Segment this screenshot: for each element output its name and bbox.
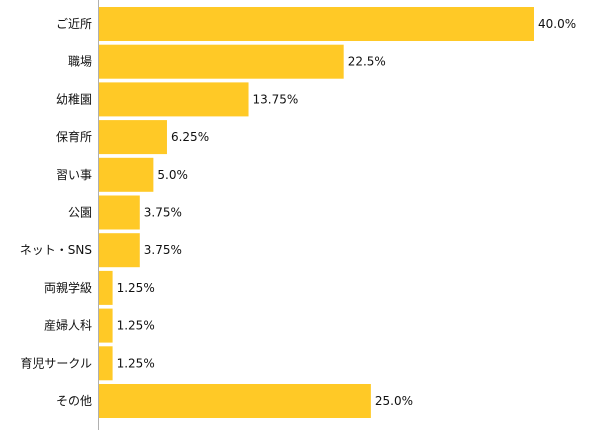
value-label: 6.25% [171, 130, 209, 144]
bar [99, 233, 140, 268]
value-label: 5.0% [157, 168, 188, 182]
bar [99, 44, 344, 79]
value-label: 1.25% [117, 319, 155, 333]
value-label: 1.25% [117, 356, 155, 370]
bar [99, 270, 113, 305]
value-label: 1.25% [117, 281, 155, 295]
bar [99, 195, 140, 230]
bar [99, 157, 154, 192]
value-label: 13.75% [253, 92, 299, 106]
bar [99, 346, 113, 381]
value-label: 22.5% [348, 55, 386, 69]
category-label: 育児サークル [20, 355, 92, 370]
value-label: 3.75% [144, 243, 182, 257]
category-label: 保育所 [56, 129, 92, 144]
bar [99, 7, 534, 41]
value-label: 40.0% [538, 17, 576, 31]
category-label: 公園 [68, 206, 92, 220]
category-label: その他 [56, 394, 92, 408]
category-label: 職場 [68, 55, 92, 69]
category-label: 習い事 [56, 168, 92, 182]
bar [99, 384, 371, 418]
bar [99, 82, 249, 117]
value-label: 3.75% [144, 206, 182, 220]
category-label: 両親学級 [44, 280, 92, 295]
value-label: 25.0% [375, 394, 413, 408]
category-label: 幼稚園 [56, 92, 92, 106]
labels-layer: ご近所 40.0% 職場 22.5% 幼稚園 13.75% 保育所 6.25% 習い事 5.0% 公… [20, 16, 576, 408]
category-label: 産婦人科 [44, 318, 92, 333]
bars-layer [99, 7, 534, 418]
category-label: ネット・SNS [20, 243, 92, 257]
bar [99, 120, 167, 155]
category-label: ご近所 [56, 16, 92, 31]
bar [99, 308, 113, 343]
